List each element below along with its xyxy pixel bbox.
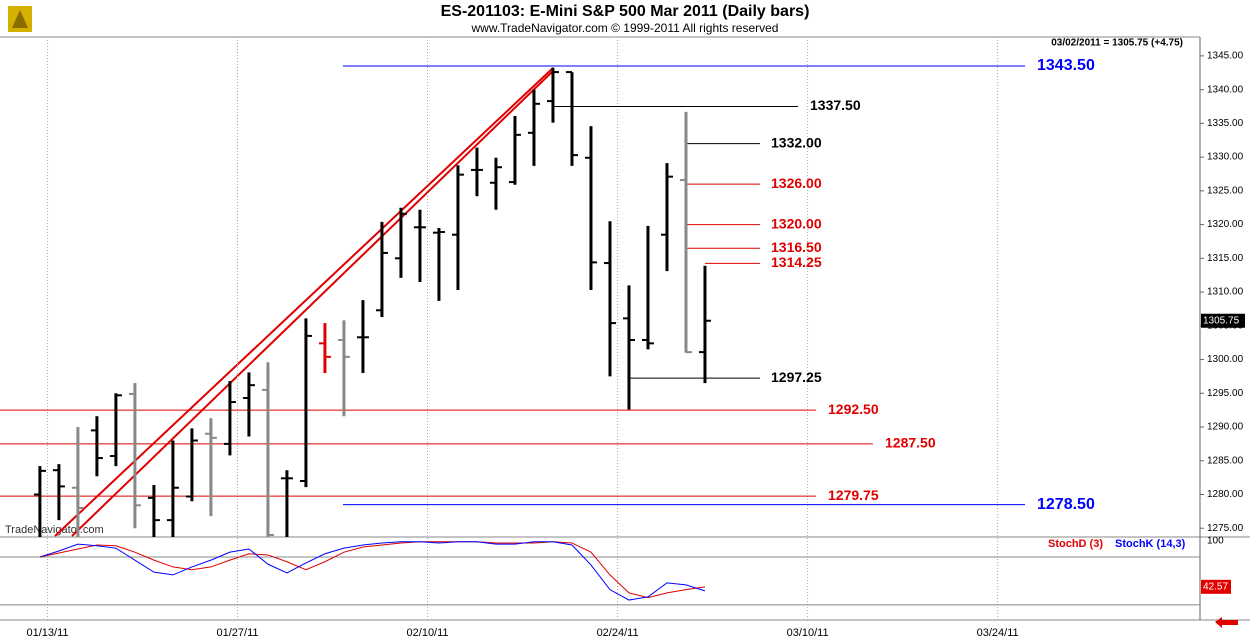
stoch-box: [1201, 579, 1231, 594]
level-label: 1320.00: [771, 215, 822, 231]
level-label: 1314.25: [771, 254, 822, 270]
chart-subtitle: www.TradeNavigator.com © 1999-2011 All r…: [471, 21, 779, 35]
y-tick-label: 100: [1207, 536, 1224, 547]
y-tick-label: 1325.00: [1207, 185, 1244, 196]
level-label: 1278.50: [1037, 496, 1095, 513]
level-label: 1332.00: [771, 134, 822, 150]
level-label: 1337.50: [810, 97, 861, 113]
legend-entry: StochD (3): [1048, 538, 1103, 550]
stoch-line: [39, 541, 706, 601]
y-tick-label: 1320.00: [1207, 219, 1244, 230]
scroll-arrow[interactable]: [1215, 617, 1238, 628]
y-tick-label: 1290.00: [1207, 422, 1244, 433]
y-tick-label: 1300.00: [1207, 354, 1244, 365]
watermark: TradeNavigator.com: [5, 524, 104, 536]
level-label: 1292.50: [828, 401, 879, 417]
chart-title: ES-201103: E-Mini S&P 500 Mar 2011 (Dail…: [441, 3, 810, 20]
stoch-line: [39, 541, 706, 599]
level-label: 1316.50: [771, 239, 822, 255]
level-label: 1297.25: [771, 369, 822, 385]
x-tick-label: 01/13/11: [26, 627, 68, 639]
x-tick-label: 02/24/11: [597, 627, 639, 639]
x-tick-label: 02/10/11: [407, 627, 449, 639]
trend-line: [54, 67, 554, 537]
x-tick-label: 03/10/11: [787, 627, 829, 639]
price-readout: 03/02/2011 = 1305.75 (+4.75): [1051, 38, 1183, 49]
level-label: 1287.50: [885, 435, 936, 451]
price-box: [1201, 313, 1245, 328]
y-tick-label: 1345.00: [1207, 51, 1244, 62]
y-tick-label: 1335.00: [1207, 118, 1244, 129]
y-tick-label: 1295.00: [1207, 388, 1244, 399]
y-tick-label: 1280.00: [1207, 489, 1244, 500]
x-tick-label: 01/27/11: [217, 627, 259, 639]
y-tick-label: 1315.00: [1207, 253, 1244, 264]
trend-line: [71, 70, 554, 537]
y-tick-label: 1330.00: [1207, 152, 1244, 163]
level-label: 1326.00: [771, 175, 822, 191]
legend-entry: StochK (14,3): [1115, 538, 1186, 550]
logo: [8, 6, 32, 32]
y-tick-label: 1340.00: [1207, 84, 1244, 95]
last-price: 1305.75: [1203, 315, 1240, 326]
level-label: 1279.75: [828, 487, 879, 503]
x-tick-label: 03/24/11: [977, 627, 1019, 639]
y-tick-label: 1285.00: [1207, 455, 1244, 466]
stoch-readout: 42.57: [1203, 581, 1228, 592]
level-label: 1343.50: [1037, 57, 1095, 74]
y-tick-label: 1310.00: [1207, 287, 1244, 298]
y-tick-label: 1275.00: [1207, 523, 1244, 534]
